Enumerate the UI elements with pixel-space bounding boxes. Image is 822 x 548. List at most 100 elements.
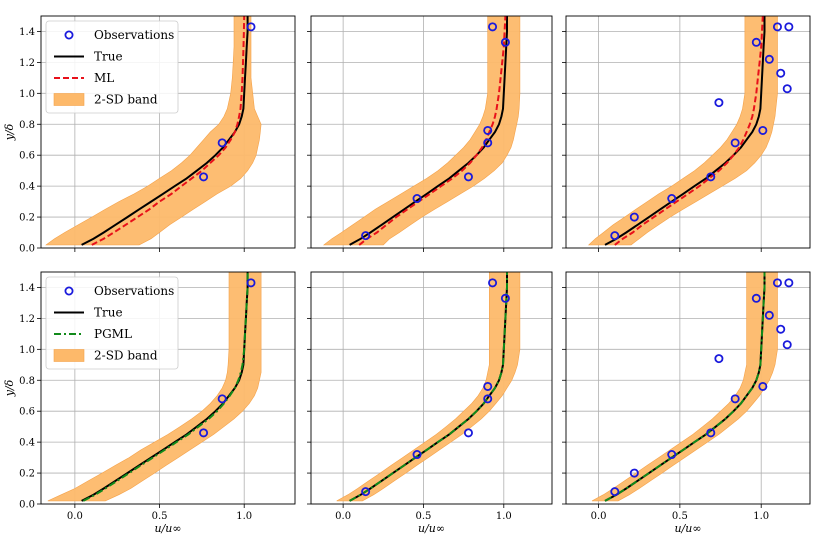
legend-label: Observations bbox=[94, 284, 174, 298]
y-tick-label: 0.8 bbox=[19, 120, 35, 131]
legend-label: True bbox=[94, 50, 123, 64]
sd-band bbox=[336, 272, 521, 502]
panel-r0-c2 bbox=[562, 15, 811, 252]
panel-r0-c1 bbox=[307, 15, 553, 252]
legend: Observations True PGML 2-SD band bbox=[45, 276, 179, 370]
axes-frame bbox=[310, 271, 553, 505]
plot-area bbox=[588, 16, 794, 246]
legend-label: True bbox=[94, 306, 123, 320]
sd-band bbox=[45, 16, 262, 246]
observation-point bbox=[483, 394, 493, 404]
observation-point bbox=[667, 194, 677, 204]
sd-band bbox=[591, 272, 778, 502]
observation-point bbox=[361, 231, 371, 241]
observation-point bbox=[730, 138, 740, 148]
x-tick-label: 1.0 bbox=[496, 511, 512, 522]
x-tick-label: 0.5 bbox=[152, 511, 168, 522]
y-axis-label: y/δ bbox=[3, 123, 16, 141]
observation-point bbox=[776, 324, 786, 334]
sd-band bbox=[588, 16, 778, 246]
legend-label: 2-SD band bbox=[94, 93, 158, 107]
observation-point bbox=[483, 125, 493, 135]
pgml-line bbox=[349, 272, 508, 502]
observation-point bbox=[488, 278, 498, 288]
plot-area bbox=[323, 16, 521, 246]
x-axis-label: u/u∞ bbox=[418, 522, 445, 535]
observation-point bbox=[488, 22, 498, 32]
observation-point bbox=[758, 125, 768, 135]
y-tick-label: 1.4 bbox=[19, 27, 35, 38]
observation-point bbox=[764, 54, 774, 64]
observation-point bbox=[199, 428, 209, 438]
x-tick-label: 0.0 bbox=[591, 511, 607, 522]
observation-point bbox=[782, 340, 792, 350]
axes-frame bbox=[565, 271, 811, 505]
legend-band-swatch bbox=[53, 93, 85, 106]
observation-point bbox=[706, 428, 716, 438]
observation-point bbox=[667, 450, 677, 460]
observation-point bbox=[500, 37, 510, 47]
observation-point bbox=[483, 381, 493, 391]
panel-r0-c0: 0.0 0.2 0.4 0.6 0.8 1.0 1.2 1.4 y/δ Observations T… bbox=[3, 15, 296, 255]
pgml-line bbox=[604, 272, 766, 502]
observation-point bbox=[246, 278, 256, 288]
observation-point bbox=[463, 428, 473, 438]
legend-label: Observations bbox=[94, 28, 174, 42]
observation-point bbox=[751, 293, 761, 303]
observation-point bbox=[199, 172, 209, 182]
observation-point bbox=[246, 22, 256, 32]
y-tick-label: 0.6 bbox=[19, 151, 35, 162]
legend-band-swatch bbox=[53, 349, 85, 362]
observation-point bbox=[772, 22, 782, 32]
legend-box bbox=[45, 20, 179, 114]
y-tick-label: 1.2 bbox=[19, 58, 35, 69]
panel-r1-c0: 0.0 0.5 1.0 0.0 0.2 0.4 0.6 0.8 1.0 1.2 1.4 u/u∞ y/δ… bbox=[3, 271, 296, 535]
observation-point bbox=[361, 487, 371, 497]
observation-point bbox=[629, 468, 639, 478]
observation-point bbox=[412, 450, 422, 460]
y-axis-label: y/δ bbox=[3, 379, 16, 397]
legend-label: 2-SD band bbox=[94, 349, 158, 363]
x-axis-label: u/u∞ bbox=[674, 522, 701, 535]
observation-point bbox=[714, 354, 724, 364]
axes-frame bbox=[565, 15, 811, 249]
y-tick-label: 0.0 bbox=[19, 244, 35, 255]
x-tick-label: 0.5 bbox=[672, 511, 688, 522]
observation-point bbox=[217, 138, 227, 148]
observation-point bbox=[500, 293, 510, 303]
legend-obs-marker bbox=[64, 286, 74, 296]
observation-point bbox=[706, 172, 716, 182]
x-axis-label: u/u∞ bbox=[154, 522, 181, 535]
y-tick-label: 0.0 bbox=[19, 500, 35, 511]
observation-point bbox=[412, 194, 422, 204]
observation-point bbox=[751, 37, 761, 47]
y-tick-label: 0.8 bbox=[19, 376, 35, 387]
observation-point bbox=[784, 278, 794, 288]
observation-point bbox=[463, 172, 473, 182]
observation-point bbox=[629, 212, 639, 222]
ml-line bbox=[91, 16, 246, 246]
panel-r1-c2: 0.0 0.5 1.0 u/u∞ bbox=[562, 271, 811, 535]
y-tick-label: 1.0 bbox=[19, 89, 35, 100]
legend-label: PGML bbox=[94, 327, 132, 341]
legend-label: ML bbox=[94, 71, 114, 85]
plot-area bbox=[47, 272, 262, 502]
pgml-line bbox=[82, 272, 249, 502]
y-tick-label: 0.2 bbox=[19, 469, 35, 480]
panel-r1-c1: 0.0 0.5 1.0 u/u∞ bbox=[307, 271, 553, 535]
axes-frame bbox=[310, 15, 553, 249]
x-tick-label: 1.0 bbox=[753, 511, 769, 522]
observation-point bbox=[610, 231, 620, 241]
ml-line bbox=[614, 16, 764, 246]
true-line bbox=[81, 16, 249, 246]
observation-point bbox=[784, 22, 794, 32]
x-tick-label: 0.5 bbox=[416, 511, 432, 522]
y-tick-label: 0.4 bbox=[19, 438, 35, 449]
y-tick-label: 1.0 bbox=[19, 345, 35, 356]
y-tick-label: 0.6 bbox=[19, 407, 35, 418]
y-tick-label: 0.2 bbox=[19, 213, 35, 224]
plot-area bbox=[45, 16, 262, 246]
ml-line bbox=[358, 16, 507, 246]
observation-point bbox=[782, 84, 792, 94]
